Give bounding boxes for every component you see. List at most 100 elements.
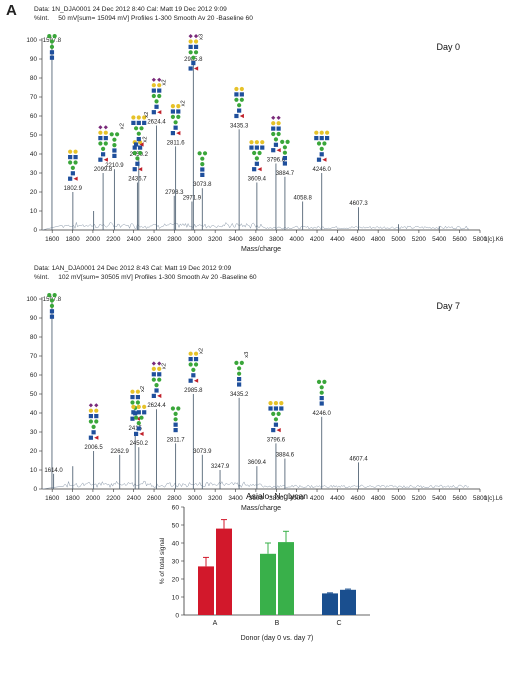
glcnac-square-icon	[170, 131, 176, 136]
y-tick-label: 30	[30, 429, 38, 436]
peak-label: 2798.3	[165, 190, 184, 196]
glcnac-square-icon	[193, 357, 199, 362]
glycan-structure-icon	[68, 149, 78, 181]
glycan-structure-icon	[249, 140, 265, 172]
fucose-triangle-icon	[157, 110, 162, 115]
x-tick-label: 4000	[290, 495, 305, 502]
peak-label: 4246.0	[313, 167, 332, 173]
multiplicity-label: x2	[144, 112, 150, 118]
mannose-circle-icon	[139, 126, 144, 131]
mannose-circle-icon	[319, 385, 324, 390]
glcnac-square-icon	[98, 157, 103, 162]
x-tick-label: 5800	[473, 236, 488, 243]
mannose-circle-icon	[282, 150, 288, 155]
glcnac-square-icon	[151, 372, 156, 377]
glcnac-square-icon	[136, 137, 141, 142]
multiplicity-label: x2	[142, 136, 148, 142]
glcnac-square-icon	[136, 410, 141, 415]
glycan-structure-icon	[109, 132, 120, 158]
glcnac-square-icon	[100, 152, 106, 157]
glcnac-square-icon	[273, 142, 279, 147]
x-tick-label: 2600	[147, 236, 162, 243]
mannose-circle-icon	[133, 415, 139, 420]
mannose-circle-icon	[234, 360, 239, 365]
peak-label: 2985.8	[184, 57, 203, 63]
galactose-circle-icon	[193, 39, 199, 44]
y-tick-label: 60	[30, 113, 38, 120]
glcnac-square-icon	[237, 382, 242, 387]
mannose-circle-icon	[237, 103, 242, 108]
mannose-circle-icon	[273, 137, 279, 142]
mannose-circle-icon	[112, 137, 117, 142]
spectrum-id-label: 1[c].L6	[484, 495, 503, 502]
galactose-circle-icon	[68, 149, 73, 154]
glcnac-square-icon	[252, 167, 257, 172]
x-tick-label: 5000	[391, 495, 406, 502]
mannose-circle-icon	[280, 139, 285, 144]
peak-label: 4246.0	[313, 411, 332, 417]
mannose-circle-icon	[252, 150, 257, 156]
mannose-circle-icon	[154, 99, 159, 104]
x-tick-label: 4800	[371, 236, 386, 243]
glcnac-square-icon	[200, 167, 205, 172]
mannose-circle-icon	[52, 34, 57, 39]
x-tick-label: 1600	[45, 495, 60, 502]
mannose-circle-icon	[276, 411, 281, 416]
multiplicity-label: x3	[244, 352, 250, 358]
bar-y-tick-label: 30	[172, 558, 180, 565]
mannose-circle-icon	[139, 415, 144, 420]
x-tick-label: 5800	[473, 495, 488, 502]
mannose-circle-icon	[319, 146, 324, 151]
glcnac-square-icon	[170, 109, 176, 114]
glcnac-square-icon	[279, 406, 284, 411]
glcnac-square-icon	[276, 126, 281, 131]
y-tick-label: 80	[30, 75, 38, 82]
peak-label: 3796.6	[267, 437, 286, 443]
multiplicity-label: x2	[162, 79, 168, 85]
glcnac-square-icon	[188, 66, 193, 71]
glcnac-square-icon	[173, 428, 178, 433]
glcnac-square-icon	[130, 416, 135, 421]
glcnac-square-icon	[138, 145, 143, 150]
galactose-circle-icon	[88, 408, 93, 413]
fucose-triangle-icon	[322, 157, 327, 162]
multiplicity-label: x3	[198, 34, 204, 40]
mannose-circle-icon	[109, 132, 114, 137]
glcnac-square-icon	[282, 156, 288, 161]
glcnac-square-icon	[273, 406, 279, 411]
y-tick-label: 50	[30, 132, 38, 139]
x-tick-label: 1800	[65, 236, 80, 243]
glcnac-square-icon	[88, 435, 93, 440]
glcnac-square-icon	[234, 92, 239, 97]
peak-label: 3884.6	[276, 453, 295, 459]
header-line2: 102 mV[sum= 30505 mV] Profiles 1-300 Smo…	[58, 273, 257, 281]
y-tick-label: 10	[30, 208, 38, 215]
glcnac-square-icon	[173, 125, 178, 130]
mannose-circle-icon	[322, 379, 327, 384]
mannose-circle-icon	[239, 360, 244, 365]
mannose-circle-icon	[316, 141, 322, 146]
x-tick-label: 4200	[310, 236, 325, 243]
y-tick-label: 0	[33, 227, 37, 234]
header-line1: Data: 1AN_DJA0001 24 Dec 2012 8:43 Cal: …	[34, 265, 232, 272]
bar-y-tick-label: 50	[172, 522, 180, 529]
x-tick-label: 5600	[453, 495, 468, 502]
mannose-circle-icon	[322, 141, 327, 146]
glcnac-square-icon	[200, 172, 205, 177]
mannose-circle-icon	[91, 424, 96, 429]
bar	[340, 589, 356, 615]
glcnac-square-icon	[271, 428, 276, 433]
galactose-circle-icon	[234, 86, 239, 92]
x-tick-label: 4400	[330, 495, 345, 502]
peak-label: 2006.5	[84, 445, 103, 451]
mannose-circle-icon	[173, 417, 178, 422]
glcnac-square-icon	[49, 314, 55, 319]
sialic-diamond-icon	[157, 77, 162, 82]
x-tick-label: 5200	[412, 495, 427, 502]
x-tick-label: 2000	[86, 236, 101, 243]
mannose-circle-icon	[176, 114, 181, 119]
x-tick-label: 3000	[188, 236, 203, 243]
peak-label: 3609.4	[248, 177, 267, 183]
mannose-circle-icon	[94, 419, 99, 424]
glcnac-square-icon	[319, 152, 324, 157]
